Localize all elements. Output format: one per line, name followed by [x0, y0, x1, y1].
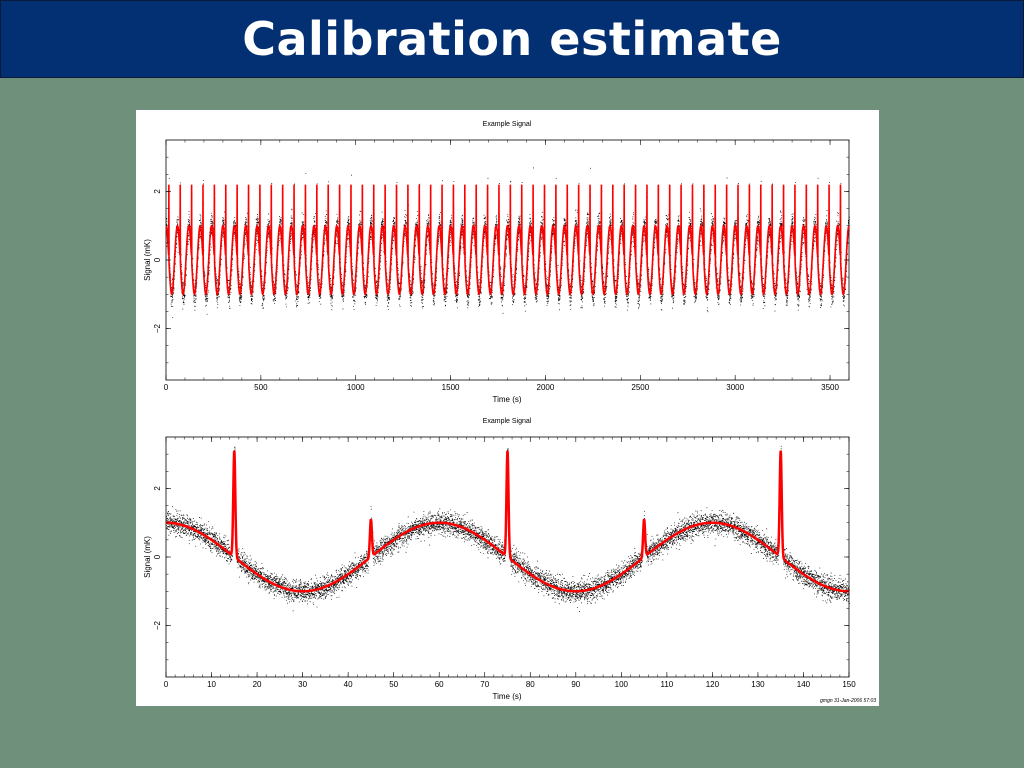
plot-top-model-line — [165, 184, 850, 296]
x-tick-label: 2000 — [537, 383, 555, 392]
plot-top: Example Signal 0 500 1000 1500 2000 2500 3000 3… — [143, 121, 850, 404]
plot-top-ylabel: Signal (mK) — [143, 239, 152, 281]
plot-bottom-xlabel: Time (s) — [492, 692, 521, 701]
x-tick-label: 110 — [660, 680, 673, 689]
data-point-cloud — [166, 445, 850, 612]
x-tick-label: 60 — [435, 680, 444, 689]
plot-bottom-ylabel: Signal (mK) — [143, 536, 152, 578]
x-tick-label: 10 — [207, 680, 216, 689]
y-tick-label: 2 — [153, 189, 162, 194]
x-tick-label: 0 — [164, 680, 169, 689]
x-tick-label: 1000 — [347, 383, 365, 392]
plot-top-title: Example Signal — [483, 121, 532, 128]
data-point-cloud — [166, 167, 850, 318]
x-tick-label: 140 — [797, 680, 811, 689]
x-tick-label: 500 — [254, 383, 268, 392]
x-tick-label: 3000 — [726, 383, 744, 392]
x-tick-label: 80 — [526, 680, 535, 689]
x-tick-label: 100 — [615, 680, 629, 689]
x-tick-label: 40 — [344, 680, 353, 689]
plot-bottom-stamp: gmgn 31-Jan-2006 57:03 — [820, 698, 876, 704]
y-tick-label: −2 — [153, 323, 162, 333]
x-tick-label: 120 — [706, 680, 720, 689]
plot-top-data-points — [166, 167, 850, 318]
plot-top-frame — [165, 139, 850, 381]
slide-title: Calibration estimate — [242, 12, 782, 66]
x-tick-label: 150 — [842, 680, 856, 689]
plot-top-xlabel: Time (s) — [492, 395, 521, 404]
x-tick-label: 2500 — [631, 383, 649, 392]
x-tick-label: 90 — [571, 680, 580, 689]
x-tick-label: 30 — [298, 680, 307, 689]
y-tick-label: −2 — [153, 620, 162, 630]
plot-top-ticks: 0 500 1000 1500 2000 2500 3000 3500 2 0 −2 — [153, 140, 850, 392]
figure-panel: Example Signal 0 500 1000 1500 2000 2500 3000 3… — [136, 110, 879, 706]
y-tick-label: 2 — [153, 486, 162, 491]
x-tick-label: 0 — [164, 383, 169, 392]
x-tick-label: 3500 — [821, 383, 839, 392]
y-tick-label: 0 — [153, 554, 162, 559]
plot-bottom: Example Signal 0 10 20 30 40 50 60 70 80 90 100 110… — [143, 418, 876, 704]
plot-bottom-model-line — [166, 450, 849, 593]
x-tick-label: 70 — [480, 680, 489, 689]
x-tick-label: 1500 — [442, 383, 460, 392]
plot-bottom-title: Example Signal — [483, 418, 532, 425]
y-tick-label: 0 — [153, 257, 162, 262]
x-tick-label: 130 — [751, 680, 765, 689]
plot-bottom-data-points — [166, 445, 850, 612]
x-tick-label: 20 — [253, 680, 262, 689]
slide-title-bar: Calibration estimate — [0, 0, 1024, 78]
plot-bottom-ticks: 0 10 20 30 40 50 60 70 80 90 100 110 120 130 140 15020−… — [153, 437, 856, 689]
figure-svg: Example Signal 0 500 1000 1500 2000 2500 3000 3… — [143, 121, 876, 704]
x-tick-label: 50 — [389, 680, 398, 689]
